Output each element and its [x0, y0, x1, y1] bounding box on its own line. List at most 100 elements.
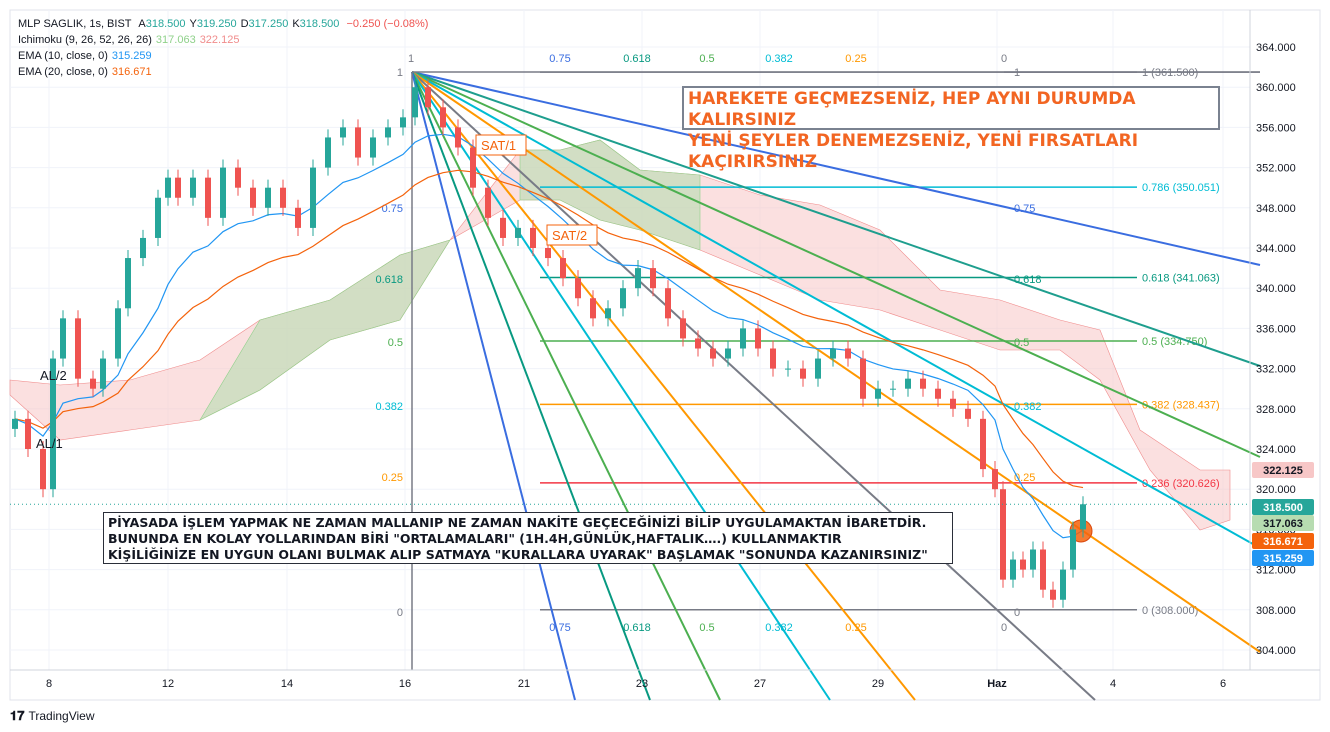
- candle-body: [545, 248, 551, 259]
- candle-body: [90, 378, 96, 389]
- gann-fan-line: [411, 71, 1261, 653]
- x-tick-label: 6: [1220, 678, 1226, 690]
- candle-body: [412, 87, 418, 118]
- gann-fan: 1 0.75 0.618 0.5 0.382 0.25 0 0.75 0.618 0.5 0.382…: [375, 53, 1261, 701]
- ema-line-20: [14, 169, 1084, 489]
- candle-body: [140, 237, 146, 259]
- y-tick-label: 312.000: [1256, 565, 1296, 577]
- candle-body: [1000, 489, 1006, 580]
- x-tick-label: 4: [1110, 678, 1116, 690]
- annotation-box: [546, 224, 598, 246]
- candle-body: [385, 127, 391, 138]
- candle-body: [295, 207, 301, 228]
- gann-right-label: 0.5: [1014, 337, 1029, 349]
- candle-body: [1060, 569, 1066, 600]
- candle-body: [265, 187, 271, 208]
- advice-box-bottom[interactable]: PİYASADA İŞLEM YAPMAK NE ZAMAN MALLANIP …: [103, 512, 953, 564]
- candle-body: [605, 308, 611, 319]
- gann-left-label: 0: [397, 607, 403, 619]
- candle-body: [1010, 559, 1016, 580]
- gann-right-label: 0.382: [1014, 401, 1042, 413]
- gann-left-label: 0.382: [375, 401, 403, 413]
- price-label-bg: [1252, 499, 1314, 515]
- fib-level-label: 1 (361.500): [1142, 67, 1198, 79]
- price-label-text: 316.671: [1263, 536, 1303, 548]
- candle-body: [920, 378, 926, 389]
- gann-fan-line: [411, 71, 651, 701]
- annotations: SAT/1 SAT/2 AL/2 AL/1: [36, 134, 598, 451]
- gann-fan-line: [411, 71, 1261, 458]
- gann-left-label: 0.5: [388, 337, 403, 349]
- y-tick-label: 336.000: [1256, 323, 1296, 335]
- fib-level-label: 0.236 (320.626): [1142, 478, 1220, 490]
- ohlc-K: K318.500: [292, 18, 340, 30]
- gann-top-label: 0.618: [623, 53, 651, 65]
- y-tick-label: 356.000: [1256, 122, 1296, 134]
- candle-body: [620, 288, 626, 309]
- candle-body: [530, 227, 536, 248]
- gann-right-label: 0.75: [1014, 203, 1035, 215]
- candle-body: [1040, 549, 1046, 590]
- candle-body: [190, 177, 196, 198]
- gann-top-label: 1: [408, 53, 414, 65]
- candle-body: [280, 187, 286, 208]
- gann-fan-line: [411, 71, 576, 701]
- candle-body: [635, 268, 641, 289]
- motivation-line-2: YENİ ŞEYLER DENEMEZSENİZ, YENİ FIRSATLAR…: [688, 131, 1139, 172]
- y-tick-label: 340.000: [1256, 283, 1296, 295]
- candle-body: [235, 167, 241, 188]
- indicator-row[interactable]: Ichimoku (9, 26, 52, 26, 26) 317.063 322.1…: [18, 32, 428, 48]
- indicator-row[interactable]: EMA (10, close, 0) 315.259: [18, 48, 428, 64]
- fib-level-label: 0.786 (350.051): [1142, 182, 1220, 194]
- candle-body: [425, 87, 431, 108]
- candle-body: [740, 328, 746, 349]
- candle-body: [845, 348, 851, 359]
- candle-body: [770, 348, 776, 369]
- y-tick-label: 304.000: [1256, 645, 1296, 657]
- candlesticks: [12, 79, 1086, 608]
- gann-bottom-label: 0.5: [699, 622, 714, 634]
- gann-fan-line: [411, 71, 1261, 367]
- candle-body: [860, 358, 866, 399]
- gann-bottom-label: 0.618: [623, 622, 651, 634]
- motivation-line-1: HAREKETE GEÇMEZSENİZ, HEP AYNI DURUMDA K…: [688, 89, 1136, 130]
- gann-fan-line: [411, 71, 1261, 549]
- y-tick-label: 352.000: [1256, 163, 1296, 175]
- gann-fan-line: [411, 71, 721, 701]
- price-label-bg: [1252, 515, 1314, 531]
- candle-body: [980, 418, 986, 470]
- gann-fan-line: [411, 71, 831, 701]
- candle-body: [815, 358, 821, 379]
- gann-top-label: 0.382: [765, 53, 793, 65]
- gann-bottom-label: 0.382: [765, 622, 793, 634]
- gann-bottom-label: 0.25: [845, 622, 866, 634]
- symbol-row[interactable]: MLP SAGLIK, 1s, BIST A318.500 Y319.250 D31…: [18, 16, 428, 32]
- candle-body: [40, 449, 46, 490]
- candle-body: [60, 318, 66, 359]
- y-tick-label: 348.000: [1256, 203, 1296, 215]
- advice-line-2: BUNUNDA EN KOLAY YOLLARINDAN BİRİ "ORTAL…: [108, 531, 842, 546]
- chart-legend: MLP SAGLIK, 1s, BIST A318.500 Y319.250 D31…: [18, 16, 428, 80]
- x-tick-label: 14: [281, 678, 293, 690]
- candle-body: [310, 167, 316, 228]
- indicator-name: EMA (20, close, 0): [18, 66, 108, 78]
- candle-body: [992, 469, 998, 490]
- price-label-bg: [1252, 462, 1314, 478]
- y-tick-label: 308.000: [1256, 605, 1296, 617]
- ohlc-Y: Y319.250: [189, 18, 237, 30]
- candle-body: [155, 197, 161, 238]
- ichimoku-cloud: [9, 139, 1231, 531]
- fib-level-label: 0.618 (341.063): [1142, 273, 1220, 285]
- motivation-box-top[interactable]: HAREKETE GEÇMEZSENİZ, HEP AYNI DURUMDA K…: [682, 86, 1220, 172]
- indicator-name: Ichimoku (9, 26, 52, 26, 26): [18, 34, 152, 46]
- ohlc-values: A318.500 Y319.250 D317.250 K318.500: [134, 18, 339, 30]
- gann-fan-line: [411, 71, 916, 701]
- candle-body: [370, 137, 376, 158]
- candle-body: [220, 167, 226, 218]
- tradingview-logo[interactable]: 𝟏𝟕 TradingView: [10, 708, 95, 724]
- cloud-green-area: [199, 239, 451, 421]
- fib-level-label: 0.382 (328.437): [1142, 399, 1220, 411]
- indicator-row[interactable]: EMA (20, close, 0) 316.671: [18, 64, 428, 80]
- annotation-label: SAT/2: [552, 228, 587, 243]
- candle-body: [50, 358, 56, 490]
